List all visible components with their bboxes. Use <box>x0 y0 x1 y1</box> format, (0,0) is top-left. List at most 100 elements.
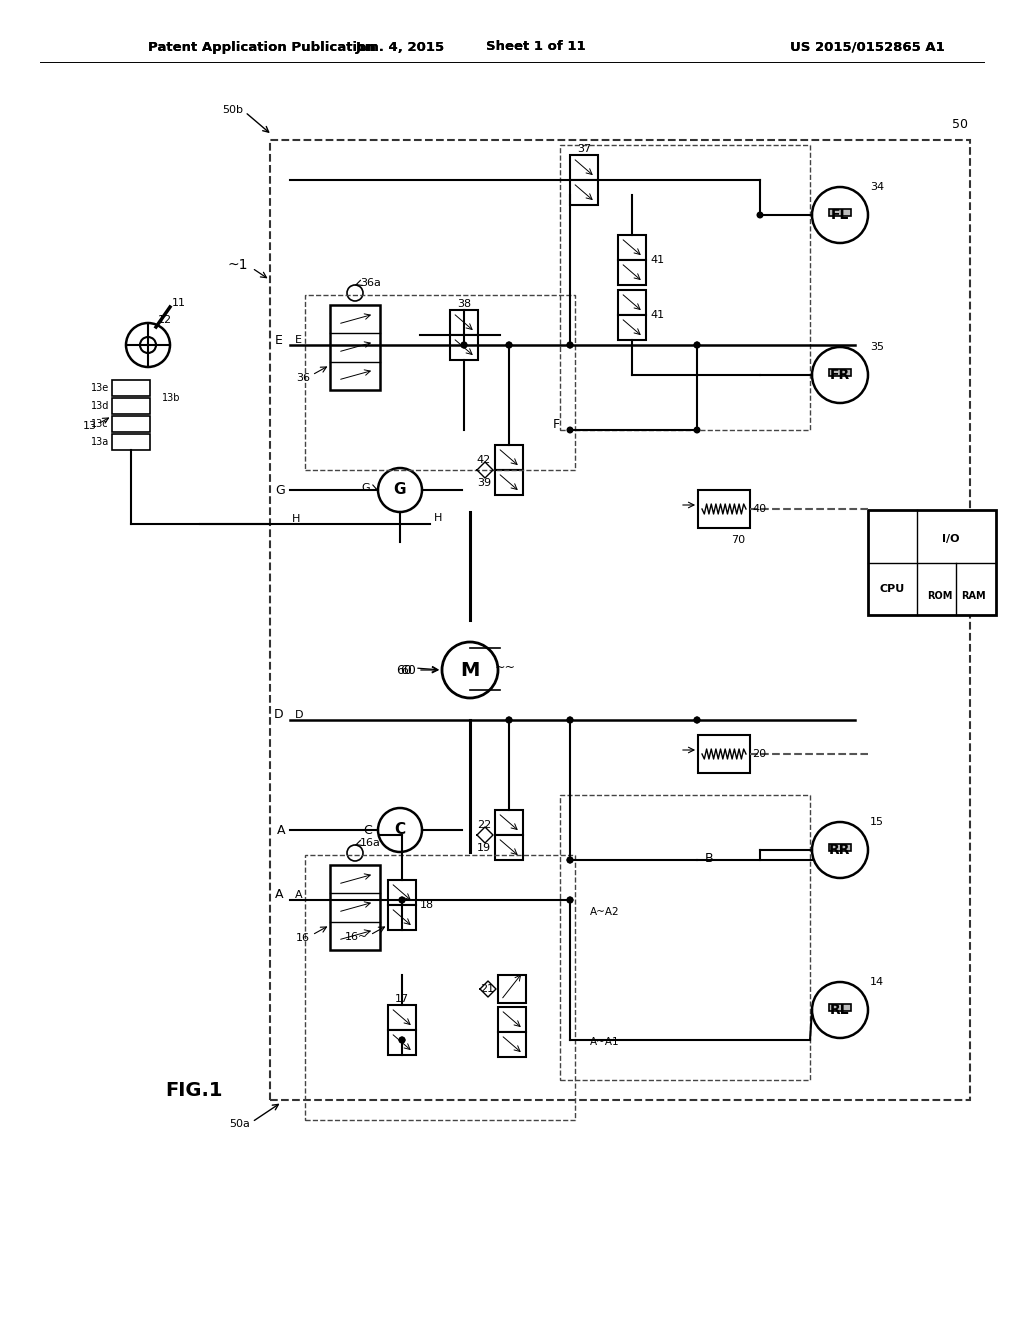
Text: A: A <box>274 888 283 902</box>
Text: B: B <box>705 851 714 865</box>
Bar <box>112 380 150 396</box>
Circle shape <box>812 822 868 878</box>
Text: E: E <box>275 334 283 346</box>
Circle shape <box>398 896 406 903</box>
Text: CPU: CPU <box>880 583 905 594</box>
Text: A~A1: A~A1 <box>590 1038 620 1047</box>
Circle shape <box>812 347 868 403</box>
Text: 35: 35 <box>870 342 884 352</box>
Bar <box>560 795 810 1080</box>
Circle shape <box>378 808 422 851</box>
Circle shape <box>126 323 170 367</box>
Bar <box>112 399 150 414</box>
Circle shape <box>693 717 700 723</box>
Text: RL: RL <box>830 1003 850 1016</box>
Bar <box>450 335 478 360</box>
Circle shape <box>461 342 468 348</box>
Circle shape <box>398 1036 406 1044</box>
Circle shape <box>506 342 512 348</box>
Text: 42: 42 <box>477 455 490 465</box>
Bar <box>388 906 416 931</box>
Circle shape <box>506 717 512 723</box>
Text: D: D <box>295 710 303 719</box>
Text: 36: 36 <box>296 374 310 383</box>
Bar <box>829 843 851 851</box>
Text: 18: 18 <box>420 900 434 909</box>
Text: 17: 17 <box>395 994 409 1005</box>
Circle shape <box>461 342 468 348</box>
Bar <box>498 1032 526 1057</box>
Circle shape <box>398 1036 406 1044</box>
Circle shape <box>812 982 868 1038</box>
Text: 20: 20 <box>752 748 766 759</box>
Text: US 2015/0152865 A1: US 2015/0152865 A1 <box>790 41 945 54</box>
Circle shape <box>347 845 362 861</box>
Circle shape <box>140 337 156 352</box>
Circle shape <box>566 896 573 903</box>
Text: F: F <box>553 418 560 432</box>
Circle shape <box>693 426 700 433</box>
Bar <box>618 235 646 260</box>
Text: Patent Application Publication: Patent Application Publication <box>148 41 376 54</box>
Text: 50: 50 <box>952 117 968 131</box>
Text: 13: 13 <box>83 421 97 432</box>
Circle shape <box>757 211 764 219</box>
Text: 39: 39 <box>477 478 490 488</box>
Circle shape <box>566 857 573 863</box>
Text: 13d: 13d <box>91 401 109 411</box>
Text: 13e: 13e <box>91 383 109 393</box>
Bar <box>112 416 150 432</box>
Text: 21: 21 <box>480 983 494 994</box>
Bar <box>868 510 996 615</box>
Bar <box>388 1030 416 1055</box>
Circle shape <box>442 642 498 698</box>
Text: G: G <box>361 483 370 492</box>
Text: ~~: ~~ <box>495 660 515 673</box>
Circle shape <box>693 342 700 348</box>
Text: 16: 16 <box>296 933 310 942</box>
Text: ROM: ROM <box>927 591 952 601</box>
Text: I/O: I/O <box>942 535 959 544</box>
Text: A: A <box>295 890 303 900</box>
Bar <box>112 434 150 450</box>
Text: 13b: 13b <box>162 393 180 403</box>
Text: Sheet 1 of 11: Sheet 1 of 11 <box>486 41 586 54</box>
Circle shape <box>566 717 573 723</box>
Circle shape <box>566 342 573 348</box>
Text: RR: RR <box>829 843 851 857</box>
Text: 41: 41 <box>650 255 665 265</box>
Text: FR: FR <box>829 368 850 381</box>
Text: 70: 70 <box>731 535 745 545</box>
Bar <box>495 836 523 861</box>
Text: 22: 22 <box>477 820 490 830</box>
Text: G: G <box>394 483 407 498</box>
Bar <box>829 209 851 216</box>
Text: 41: 41 <box>650 310 665 319</box>
Text: 11: 11 <box>172 298 186 308</box>
Bar <box>618 260 646 285</box>
Text: H: H <box>292 513 300 524</box>
Circle shape <box>506 342 512 348</box>
Text: 36a: 36a <box>360 279 381 288</box>
Text: 12: 12 <box>158 315 172 325</box>
Bar <box>330 305 380 389</box>
Text: E: E <box>295 335 302 345</box>
Bar <box>388 1005 416 1030</box>
Bar <box>570 180 598 205</box>
Text: Sheet 1 of 11: Sheet 1 of 11 <box>486 41 586 54</box>
Text: Jun. 4, 2015: Jun. 4, 2015 <box>355 41 444 54</box>
Text: 40: 40 <box>752 504 766 513</box>
Bar <box>698 490 750 528</box>
Bar <box>618 315 646 341</box>
Circle shape <box>347 285 362 301</box>
Text: G: G <box>275 483 285 496</box>
Text: 13a: 13a <box>91 437 109 447</box>
Bar <box>829 1005 851 1011</box>
Bar <box>829 370 851 376</box>
Circle shape <box>693 342 700 348</box>
Text: 16a: 16a <box>360 838 381 847</box>
Circle shape <box>506 717 512 723</box>
Bar <box>698 735 750 774</box>
Bar <box>495 470 523 495</box>
Text: 16~: 16~ <box>345 932 368 942</box>
